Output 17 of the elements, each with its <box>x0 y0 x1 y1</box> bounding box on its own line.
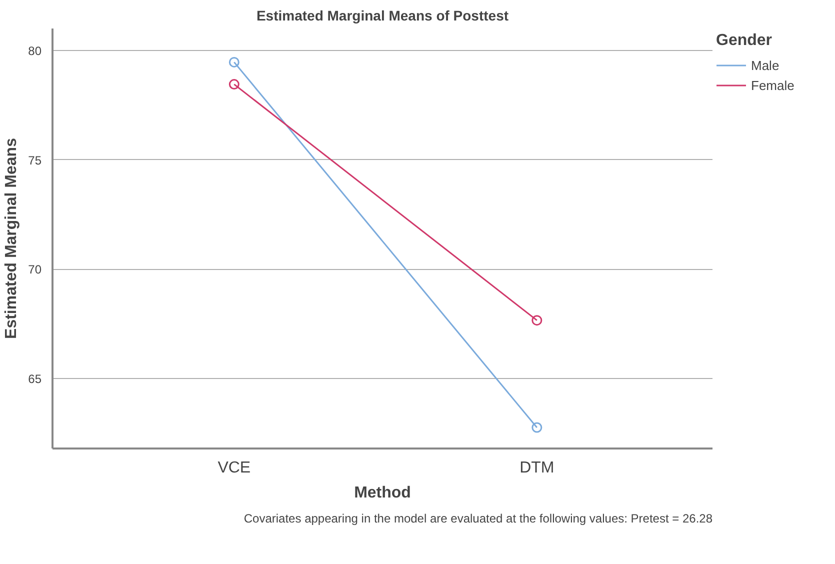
y-tick-label: 75 <box>28 153 42 168</box>
x-tick-label: VCE <box>218 460 251 476</box>
x-axis-title: Method <box>354 484 411 502</box>
legend-label: Male <box>751 58 780 72</box>
y-axis-title: Estimated Marginal Means <box>3 138 20 339</box>
chart-title: Estimated Marginal Means of Posttest <box>256 8 509 24</box>
y-tick-label: 70 <box>28 262 42 277</box>
legend-label: Female <box>751 78 794 92</box>
point <box>228 56 240 68</box>
y-tick-label: 80 <box>28 44 42 58</box>
x-tick-label: DTM <box>520 460 554 476</box>
point <box>532 422 542 433</box>
legend-title: Gender <box>716 32 774 50</box>
text: Covariates appearing in the model are evaluated at the following values: Pretest = 26.28 <box>244 512 713 526</box>
point <box>228 79 240 90</box>
point <box>532 315 542 326</box>
y-tick-label: 65 <box>28 372 42 386</box>
